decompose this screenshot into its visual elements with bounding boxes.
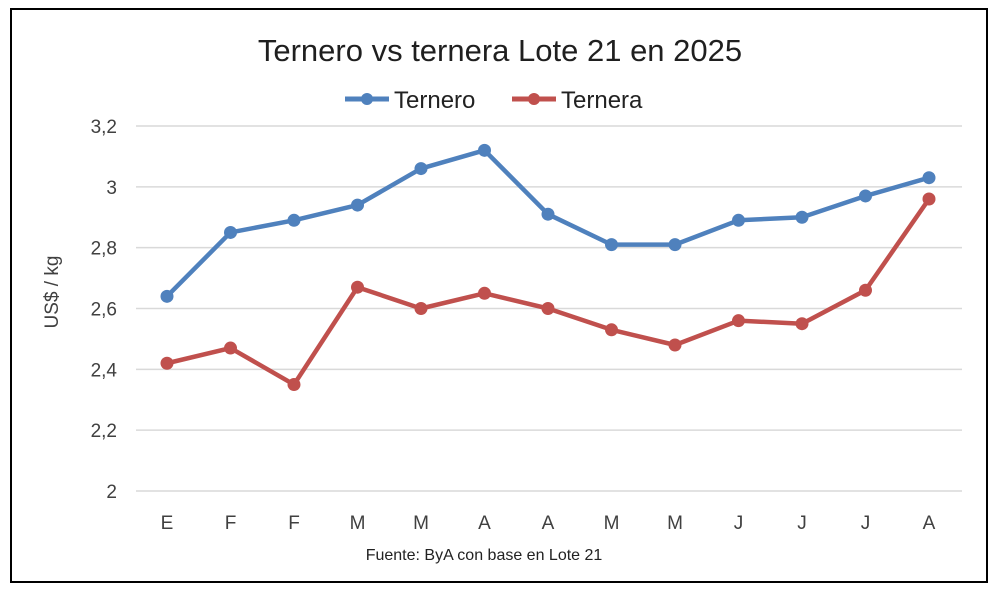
data-point-ternero (859, 189, 872, 203)
data-point-ternera (287, 378, 301, 392)
x-tick-label: A (542, 513, 555, 534)
data-point-ternera (414, 302, 428, 315)
data-point-ternero (668, 238, 682, 252)
legend-item-ternera: Ternera (512, 87, 643, 114)
x-tick-label: F (288, 513, 300, 534)
source-note: Fuente: ByA con base en Lote 21 (366, 547, 603, 564)
series-ternera (160, 192, 936, 392)
data-point-ternera (732, 314, 745, 328)
data-point-ternero (605, 238, 618, 252)
data-point-ternero (732, 213, 745, 227)
y-axis-label: US$ / kg (42, 256, 63, 329)
legend-item-ternero: Ternero (345, 87, 475, 114)
chart-title: Ternero vs ternera Lote 21 en 2025 (258, 33, 742, 68)
series-ternero (160, 143, 936, 303)
series-line-ternera (164, 196, 932, 387)
data-point-ternera (668, 338, 682, 352)
data-point-ternera (541, 302, 555, 315)
data-point-ternera (859, 283, 872, 297)
y-tick-label: 2 (106, 482, 117, 503)
data-point-ternera (605, 323, 618, 337)
legend-label-ternera: Ternera (561, 87, 643, 114)
x-tick-label: J (797, 513, 807, 534)
x-tick-label: A (923, 513, 936, 534)
y-tick-label: 3 (106, 178, 117, 199)
y-tick-label: 2,4 (91, 360, 118, 381)
data-point-ternero (541, 207, 555, 221)
data-point-ternera (160, 356, 174, 370)
x-tick-label: F (225, 513, 237, 534)
series-line-ternero (164, 148, 932, 299)
x-tick-label: A (478, 513, 491, 534)
legend-marker-ternera (528, 93, 540, 105)
data-point-ternero (160, 289, 174, 303)
x-tick-label: M (350, 513, 366, 534)
data-point-ternera (922, 192, 936, 206)
data-point-ternera (478, 286, 491, 300)
data-point-ternera (795, 317, 809, 331)
data-point-ternera (224, 341, 237, 355)
data-point-ternero (414, 162, 428, 176)
y-tick-label: 2,6 (91, 300, 117, 321)
data-point-ternero (478, 143, 491, 157)
data-point-ternera (351, 280, 364, 294)
x-tick-label: M (604, 513, 620, 534)
y-axis-ticks: 2 2,2 2,4 2,6 2,8 3 3,2 (91, 117, 118, 503)
data-point-ternero (922, 171, 936, 185)
y-tick-label: 2,8 (91, 239, 117, 260)
x-tick-label: J (734, 513, 744, 534)
data-point-ternero (287, 213, 301, 227)
x-tick-label: E (161, 513, 174, 534)
x-tick-label: M (413, 513, 429, 534)
y-tick-label: 3,2 (91, 117, 117, 138)
x-tick-label: J (861, 513, 871, 534)
legend-marker-ternero (361, 93, 373, 105)
y-tick-label: 2,2 (91, 421, 117, 442)
x-tick-label: M (667, 513, 683, 534)
data-point-ternero (351, 198, 364, 212)
data-point-ternero (795, 210, 809, 224)
data-point-ternero (224, 225, 237, 239)
legend: Ternero Ternera (345, 87, 643, 114)
series-lines (160, 143, 936, 392)
legend-label-ternero: Ternero (394, 87, 475, 114)
